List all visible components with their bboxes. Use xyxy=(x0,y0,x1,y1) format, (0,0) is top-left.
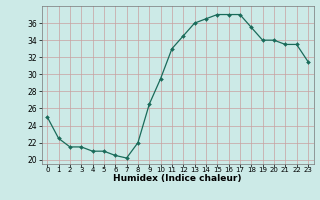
X-axis label: Humidex (Indice chaleur): Humidex (Indice chaleur) xyxy=(113,174,242,183)
